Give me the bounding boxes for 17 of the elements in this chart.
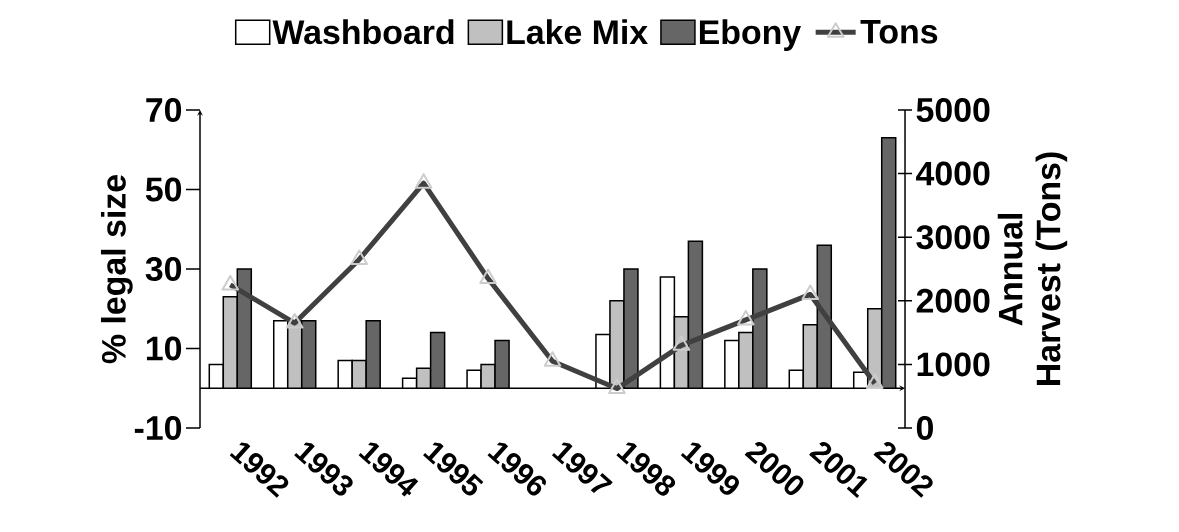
y2-tick-label: 2000 (916, 288, 990, 313)
y2-tick-label: 0 (916, 416, 933, 440)
y-tick-label: 10 (146, 336, 182, 361)
legend-label: Tons (860, 19, 938, 44)
y2-tick-label: 3000 (916, 225, 990, 250)
y2-axis-title: Annual Harvest (Tons) (997, 152, 1068, 385)
y-tick-label: -10 (134, 416, 182, 440)
y-tick-label: 70 (146, 98, 182, 122)
y-axis-title: % legal size (100, 175, 133, 364)
y2-tick-label: 5000 (916, 98, 990, 122)
legend-label: Lake Mix (507, 19, 648, 45)
y-tick-label: 50 (145, 177, 182, 202)
y2-tick-label: 1000 (917, 352, 990, 377)
legend-label: Washboard (272, 19, 454, 45)
y2-tick-label: 4000 (916, 161, 990, 186)
legend-label: Ebony (699, 19, 802, 51)
y-tick-label: 30 (145, 256, 182, 282)
